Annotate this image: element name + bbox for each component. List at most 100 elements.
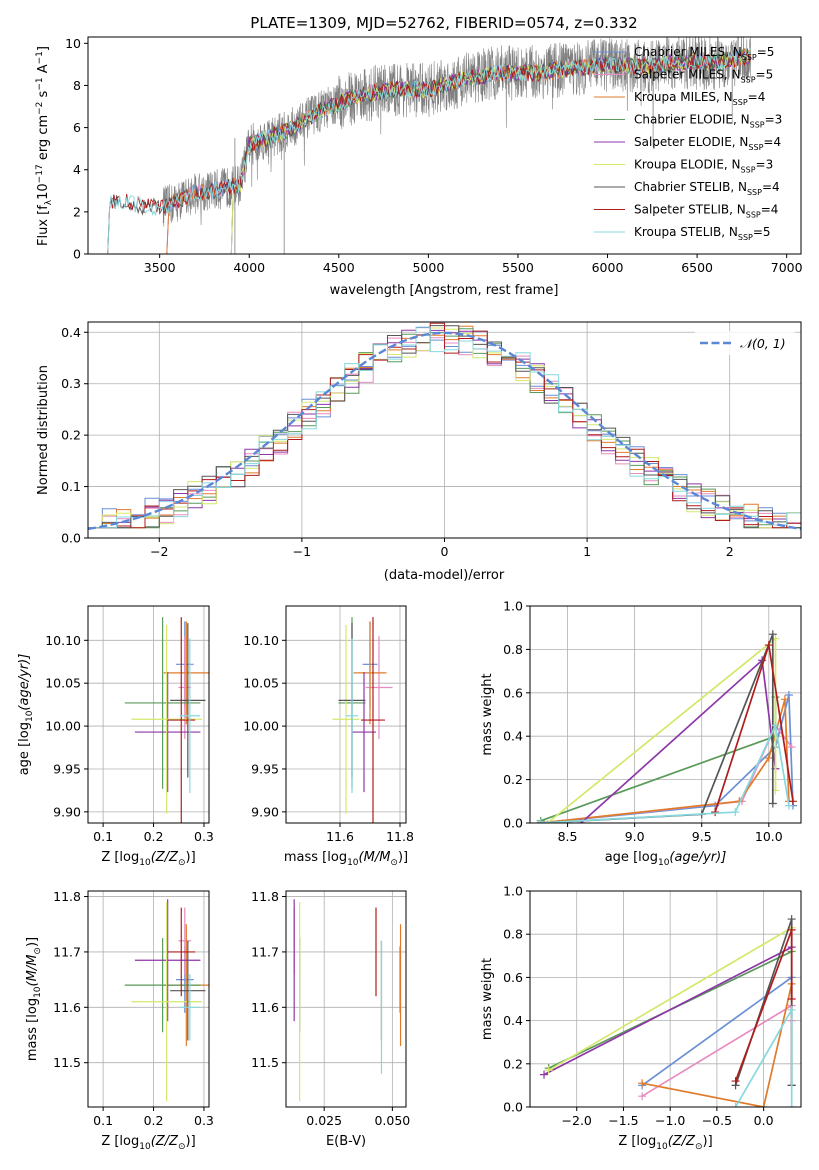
spectrum-legend-chabrier-elodie: Chabrier ELODIE, NSSP=3	[634, 113, 782, 130]
weight-vs-z-ytick-label-2: 0.4	[503, 1013, 523, 1028]
age-vs-z-ytick-label-4: 10.10	[45, 633, 81, 648]
mass-vs-ebv-ytick-label-0: 11.5	[251, 1055, 279, 1070]
weight-vs-age-marker-salpeter-stelib-2	[788, 797, 797, 806]
age-vs-mass-ytick-label-0: 9.90	[251, 804, 279, 819]
spectrum-ylabel: Flux [fλ10−17 erg cm−2 s−1 A−1]	[35, 46, 54, 246]
weight-vs-age-xtick-label-0: 8.5	[558, 829, 578, 844]
residuals-xtick-label-0: −2	[150, 544, 168, 559]
spectrum-ytick-label-3: 6	[73, 120, 81, 135]
weight-vs-age-marker-kroupa-stelib-0	[536, 819, 545, 823]
spectrum-xlabel: wavelength [Angstrom, rest frame]	[330, 283, 559, 298]
weight-vs-z-ytick-label-1: 0.2	[503, 1056, 523, 1071]
spectrum-panel: 3500 4000 4500 5000 5500 6000 6500 7000 0 2 4 6 8 10 w…	[35, 36, 803, 298]
spectrum-plot-area	[107, 37, 751, 254]
residuals-ytick-label-0: 0.0	[61, 531, 81, 546]
mass-vs-z-xtick-label-0: 0.1	[93, 1113, 113, 1128]
spectrum-xtick-label-5: 6000	[592, 260, 624, 275]
residuals-xtick-label-1: −1	[293, 544, 311, 559]
weight-vs-z-marker-kroupa-stelib-0	[731, 1103, 740, 1107]
weight-vs-age-line-salpeter-elodie	[580, 658, 777, 823]
mass-vs-z-ytick-label-1: 11.6	[53, 1000, 81, 1015]
weight-vs-age-ytick-label-0: 0.0	[503, 816, 523, 831]
age-vs-z-frame	[87, 605, 210, 824]
mass-vs-ebv-frame	[285, 890, 407, 1108]
weight-vs-z-ytick-label-5: 1.0	[503, 884, 523, 899]
weight-vs-z-xtick-label-4: 0.0	[754, 1113, 774, 1128]
weight-vs-z-ytick-label-0: 0.0	[503, 1100, 523, 1115]
age-vs-mass-ytick-label-1: 9.95	[251, 761, 279, 776]
age-vs-z-xtick-label-1: 0.2	[144, 829, 164, 844]
weight-vs-age-ytick-label-5: 1.0	[503, 599, 523, 614]
weight-vs-z-marker-salpeter-stelib-2	[787, 995, 796, 1003]
weight-vs-z-line-kroupa-elodie	[548, 926, 793, 1072]
residuals-ytick-label-3: 0.3	[61, 376, 81, 391]
spectrum-frame	[87, 36, 802, 255]
weight-vs-age-marker-chabrier-miles-3	[784, 690, 793, 699]
mass-vs-z-xtick-label-2: 0.3	[194, 1113, 214, 1128]
age-vs-mass-xtick-label-1: 11.8	[386, 829, 414, 844]
weight-vs-age-line-kroupa-miles	[540, 699, 790, 823]
residuals-xtick-label-3: 1	[583, 544, 591, 559]
weight-vs-z-ytick-label-4: 0.8	[503, 927, 523, 942]
spectrum-ytick-label-4: 8	[73, 78, 81, 93]
weight-vs-age-marker-kroupa-miles-2	[764, 753, 773, 762]
mass-vs-z-ytick-label-2: 11.7	[53, 944, 81, 959]
mass-vs-ebv-xtick-label-0: 0.025	[306, 1113, 342, 1128]
weight-vs-age-line-salpeter-miles	[540, 723, 793, 823]
age-vs-mass-panel: 11.6 11.8 9.90 9.95 10.00 10.05 10.10 mass [log…	[243, 605, 414, 868]
weight-vs-z-xtick-label-2: −1.0	[655, 1113, 685, 1128]
weight-vs-age-ytick-label-2: 0.4	[503, 729, 523, 744]
weight-vs-z-marker-salpeter-stelib-1	[787, 925, 796, 934]
weight-vs-z-marker-kroupa-miles-1	[759, 1103, 768, 1107]
weight-vs-z-marker-kroupa-stelib-2	[787, 1103, 796, 1107]
weight-vs-age-xtick-label-3: 10.0	[755, 829, 783, 844]
spectrum-data-line	[162, 37, 751, 227]
weight-vs-age-marker-chabrier-stelib-2	[768, 630, 777, 639]
weight-vs-age-line-chabrier-miles	[540, 694, 794, 823]
residuals-ytick-label-2: 0.2	[61, 428, 81, 443]
mass-vs-z-xtick-label-1: 0.2	[144, 1113, 164, 1128]
mass-vs-z-xlabel: Z [log10(Z/Z⊙)]	[101, 1134, 195, 1152]
mass-vs-ebv-xlabel: E(B-V)	[326, 1134, 366, 1149]
age-vs-mass-ytick-label-4: 10.10	[243, 633, 279, 648]
age-vs-z-ylabel: age [log10(age/yr)]	[17, 654, 35, 776]
residuals-hist-kroupa-stelib	[88, 326, 801, 529]
spectrum-xtick-label-1: 4000	[233, 260, 265, 275]
weight-vs-z-marker-kroupa-stelib-1	[787, 1005, 796, 1014]
weight-vs-z-xtick-label-0: −2.0	[562, 1113, 592, 1128]
weight-vs-z-panel: −2.0 −1.5 −1.0 −0.5 0.0 0.0 0.2 0.4 0.6 0.8 1.0 Z […	[480, 884, 802, 1152]
spectrum-legend-kroupa-elodie: Kroupa ELODIE, NSSP=3	[634, 158, 773, 175]
weight-vs-age-marker-kroupa-elodie-0	[543, 819, 552, 823]
weight-vs-age-ytick-label-1: 0.2	[503, 772, 523, 787]
age-vs-mass-xlabel: mass [log10(M/M⊙)]	[284, 850, 408, 868]
mass-vs-ebv-ytick-label-1: 11.6	[251, 1000, 279, 1015]
spectrum-xtick-label-2: 4500	[323, 260, 355, 275]
age-vs-mass-frame	[285, 605, 407, 824]
weight-vs-age-marker-kroupa-miles-3	[780, 695, 789, 704]
weight-vs-z-xtick-label-1: −1.5	[608, 1113, 638, 1128]
spectrum-legend-chabrier-miles: Chabrier MILES, NSSP=5	[634, 45, 774, 62]
residuals-legend-label: 𝒩(0, 1)	[740, 336, 786, 351]
mass-vs-z-ytick-label-3: 11.8	[53, 889, 81, 904]
weight-vs-z-plot-area	[530, 891, 801, 1107]
weight-vs-z-xlabel: Z [log10(Z/Z⊙)]	[618, 1134, 712, 1152]
weight-vs-age-ytick-label-3: 0.6	[503, 685, 523, 700]
mass-vs-z-plot-area	[88, 891, 209, 1107]
age-vs-z-ytick-label-2: 10.00	[45, 719, 81, 734]
spectrum-legend-kroupa-stelib: Kroupa STELIB, NSSP=5	[634, 225, 771, 242]
age-vs-z-ytick-label-0: 9.90	[53, 804, 81, 819]
weight-vs-age-marker-kroupa-stelib-3	[784, 801, 793, 810]
age-vs-mass-plot-area	[286, 606, 406, 823]
weight-vs-age-marker-kroupa-stelib-1	[731, 808, 740, 817]
weight-vs-age-ytick-label-4: 0.8	[503, 642, 523, 657]
weight-vs-z-xtick-label-3: −0.5	[702, 1113, 732, 1128]
age-vs-mass-ytick-label-2: 10.00	[243, 719, 279, 734]
weight-vs-age-marker-kroupa-stelib-2	[771, 721, 780, 730]
weight-vs-age-panel: 8.5 9.0 9.5 10.0 0.0 0.2 0.4 0.6 0.8 1.0 age [log1…	[480, 599, 802, 868]
weight-vs-age-line-kroupa-stelib	[540, 722, 790, 823]
spectrum-ytick-label-1: 2	[73, 204, 81, 219]
weight-vs-age-frame	[529, 605, 802, 824]
mass-vs-z-frame	[87, 890, 210, 1108]
mass-vs-ebv-panel: 0.025 0.050 11.5 11.6 11.7 11.8 E(B-V)	[251, 889, 410, 1149]
